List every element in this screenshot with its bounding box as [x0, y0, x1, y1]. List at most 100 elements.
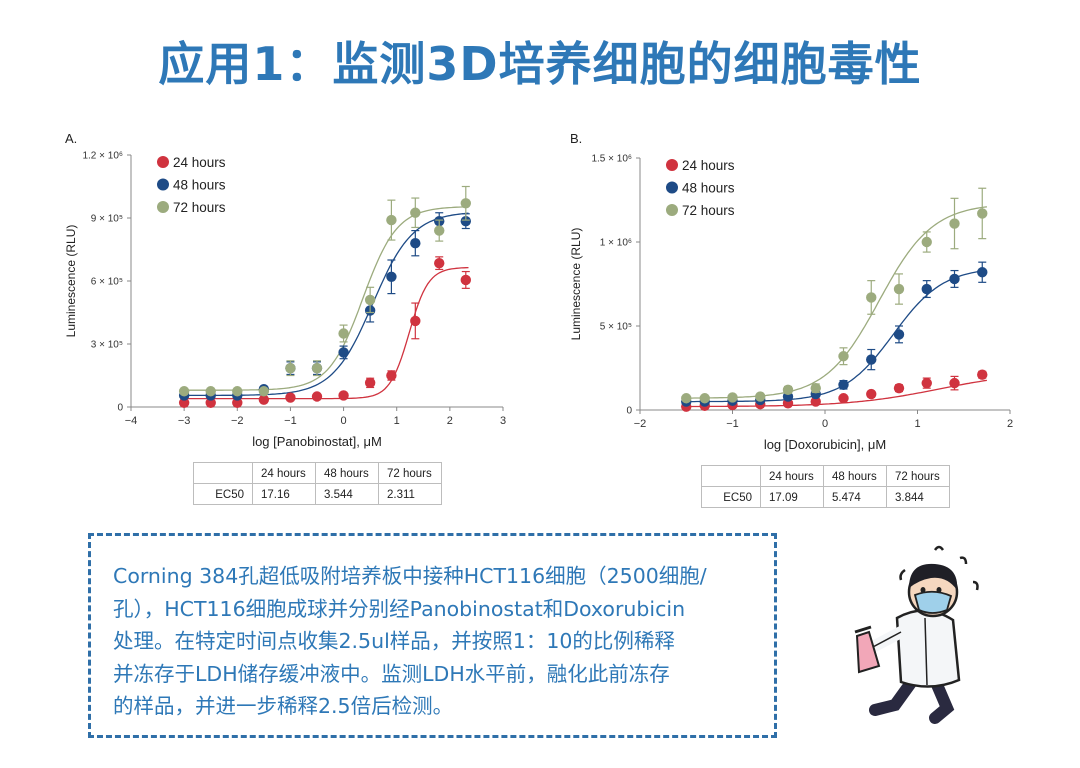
page-title: 应用1：监测3D培养细胞的细胞毒性 [158, 37, 922, 91]
ec50-value-row: EC50 17.09 5.474 3.844 [701, 486, 950, 508]
ec50-header-row: 24 hours 48 hours 72 hours [193, 462, 442, 484]
ec50-row-label: EC50 [701, 486, 761, 508]
data-point [410, 207, 421, 218]
data-point [311, 362, 323, 374]
data-point [893, 283, 905, 295]
note-line: 孔），HCT116细胞成球并分别经Panobinostat和Doxorubici… [113, 596, 686, 621]
y-tick-label: 0 [117, 403, 123, 414]
ec50-value-row: EC50 17.16 3.544 2.311 [193, 483, 442, 505]
legend-marker [666, 181, 678, 194]
x-tick-label: −4 [125, 415, 138, 427]
data-point [866, 354, 877, 365]
data-point [782, 384, 794, 396]
data-point [977, 267, 988, 278]
note-line: Corning 384孔超低吸附培养板中接种HCT116细胞（2500细胞/ [113, 564, 707, 588]
x-tick-label: −1 [284, 415, 297, 427]
data-point [205, 386, 216, 397]
data-point [285, 362, 296, 374]
x-tick-label: −3 [178, 415, 191, 427]
ec50-value-cell: 3.544 [315, 483, 379, 505]
data-point [866, 292, 877, 303]
ec50-row-label: EC50 [193, 483, 253, 505]
data-point [364, 377, 376, 389]
legend-marker [666, 159, 678, 171]
y-tick-label: 9 × 10⁵ [91, 214, 123, 225]
ec50-value-cell: 3.844 [886, 486, 950, 508]
method-note-box: Corning 384孔超低吸附培养板中接种HCT116细胞（2500细胞/ 孔… [88, 533, 777, 738]
ec50-header-cell: 48 hours [315, 462, 379, 484]
ec50-value-cell: 5.474 [823, 486, 887, 508]
data-point [838, 379, 849, 390]
data-point [232, 397, 243, 408]
data-point [434, 257, 445, 269]
y-tick-label: 3 × 10⁵ [91, 340, 123, 351]
data-point [285, 392, 296, 403]
legend-label: 24 hours [173, 155, 226, 170]
legend-label: 72 hours [173, 200, 226, 215]
ec50-table-b: 24 hours 48 hours 72 hours EC50 17.09 5.… [701, 465, 950, 508]
legend-label: 48 hours [173, 178, 226, 193]
data-point [386, 271, 397, 282]
legend-marker [157, 201, 169, 213]
fit-curve [181, 212, 469, 397]
fit-curve [681, 269, 987, 403]
chart-panel-a: A. −4 −3 −2 −1 0 1 2 3 0 3 × 10⁵ 6 × 10⁵ 9 × 10⁵ 1.2 … [55, 125, 525, 455]
data-point [838, 393, 849, 404]
data-point [410, 315, 421, 327]
data-point [810, 382, 821, 394]
y-tick-label: 1.5 × 10⁶ [591, 154, 632, 165]
panel-label: B. [570, 131, 582, 146]
ec50-value-cell: 17.09 [760, 486, 824, 508]
ec50-header-cell [193, 462, 253, 484]
fit-curve [181, 266, 469, 400]
y-axis-label: Luminescence (RLU) [64, 225, 78, 338]
data-point [205, 397, 216, 408]
chart-b: B. −2 −1 0 1 2 0 5 × 10⁵ 1 × 10⁶ 1.5 × 10⁶ log [Do… [569, 131, 1013, 452]
ec50-header-cell: 48 hours [823, 465, 887, 487]
chart-panel-b: B. −2 −1 0 1 2 0 5 × 10⁵ 1 × 10⁶ 1.5 × 10⁶ log [Do… [560, 125, 1030, 455]
x-tick-label: 3 [500, 415, 506, 427]
y-axis-label: Luminescence (RLU) [569, 228, 583, 341]
data-point [949, 273, 960, 285]
ec50-header-cell: 72 hours [378, 462, 442, 484]
data-point [699, 393, 710, 404]
x-tick-label: 1 [394, 415, 400, 427]
data-point [460, 198, 471, 209]
fit-curve [681, 206, 987, 399]
data-point [386, 370, 397, 381]
data-point [949, 218, 960, 229]
panel-label: A. [65, 131, 77, 146]
x-tick-label: 2 [1007, 418, 1013, 430]
x-tick-label: −1 [726, 418, 739, 430]
data-point [460, 215, 471, 227]
data-point [410, 238, 421, 249]
data-point [810, 396, 821, 407]
scientist-running-with-flask-icon [835, 540, 1010, 725]
x-tick-label: 1 [914, 418, 920, 430]
data-point [977, 369, 988, 380]
data-point [386, 214, 397, 226]
data-point [434, 225, 445, 236]
y-tick-label: 6 × 10⁵ [91, 277, 123, 288]
ec50-header-cell: 24 hours [252, 462, 316, 484]
ec50-header-cell: 24 hours [760, 465, 824, 487]
legend-label: 72 hours [682, 203, 735, 218]
data-point [893, 329, 905, 340]
data-point [921, 377, 932, 389]
y-tick-label: 1 × 10⁶ [600, 238, 632, 249]
note-line: 并冻存于LDH储存缓冲液中。监测LDH水平前，融化此前冻存 [113, 661, 670, 686]
data-point [232, 386, 243, 397]
data-point [949, 377, 960, 389]
legend-marker [157, 156, 169, 168]
legend-label: 48 hours [682, 181, 735, 196]
x-tick-label: 0 [822, 418, 828, 430]
y-tick-label: 5 × 10⁵ [600, 322, 632, 333]
chart-a: A. −4 −3 −2 −1 0 1 2 3 0 3 × 10⁵ 6 × 10⁵ 9 × 10⁵ 1.2 … [64, 131, 506, 449]
x-tick-label: 2 [447, 415, 453, 427]
x-axis-label: log [Doxorubicin], μM [764, 437, 886, 452]
data-point [866, 388, 877, 400]
legend-marker [666, 204, 678, 216]
data-point [921, 236, 932, 248]
ec50-header-cell [701, 465, 761, 487]
data-point [258, 394, 270, 405]
